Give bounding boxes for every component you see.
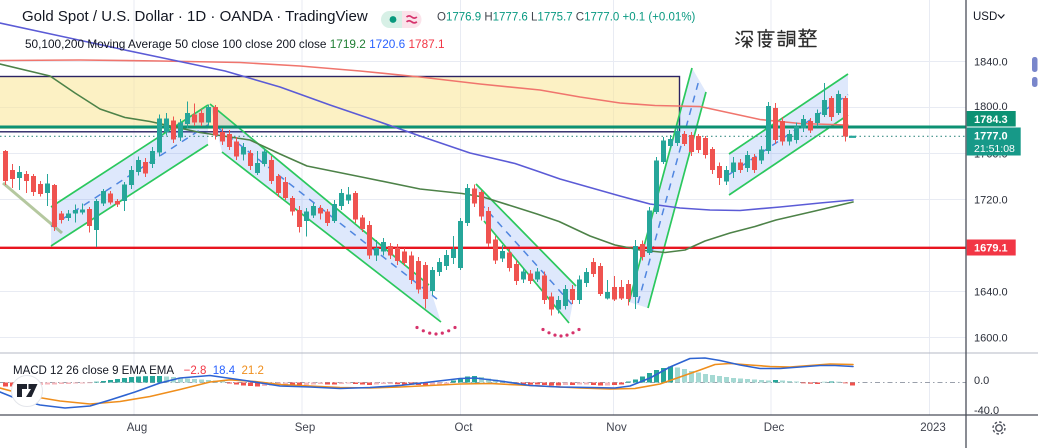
svg-text:1679.1: 1679.1 [974,243,1008,255]
svg-text:50,100,200 Moving Average 50 c: 50,100,200 Moving Average 50 close 100 c… [25,37,445,51]
svg-text:1720.0: 1720.0 [974,195,1008,207]
svg-text:USD: USD [973,11,997,23]
svg-text:Dec: Dec [764,422,785,434]
svg-text:1784.3: 1784.3 [974,114,1008,126]
svg-text:21:51:08: 21:51:08 [974,143,1015,155]
svg-text:MACD 12 26 close 9 EMA EMA −: MACD 12 26 close 9 EMA EMA −2.8 18.4 21.… [13,365,264,377]
svg-text:O1776.9 H1777.6 L1775.7 C1777.: O1776.9 H1777.6 L1775.7 C1777.0 +0.1 (+0… [437,12,696,24]
svg-text:Nov: Nov [606,422,627,434]
svg-text:Sep: Sep [295,422,315,434]
svg-text:Gold Spot / U.S. Dollar · 1D ·: Gold Spot / U.S. Dollar · 1D · OANDA · T… [22,8,368,25]
svg-text:1800.0: 1800.0 [974,101,1008,113]
svg-text:2023: 2023 [920,422,946,434]
svg-text:1600.0: 1600.0 [974,333,1008,345]
svg-text:1840.0: 1840.0 [974,57,1008,69]
svg-text:-40.0: -40.0 [974,405,999,417]
svg-text:1777.0: 1777.0 [974,131,1008,143]
svg-text:Aug: Aug [127,422,147,434]
svg-text:Oct: Oct [455,422,474,434]
svg-text:0.0: 0.0 [974,375,989,387]
svg-text:1640.0: 1640.0 [974,287,1008,299]
